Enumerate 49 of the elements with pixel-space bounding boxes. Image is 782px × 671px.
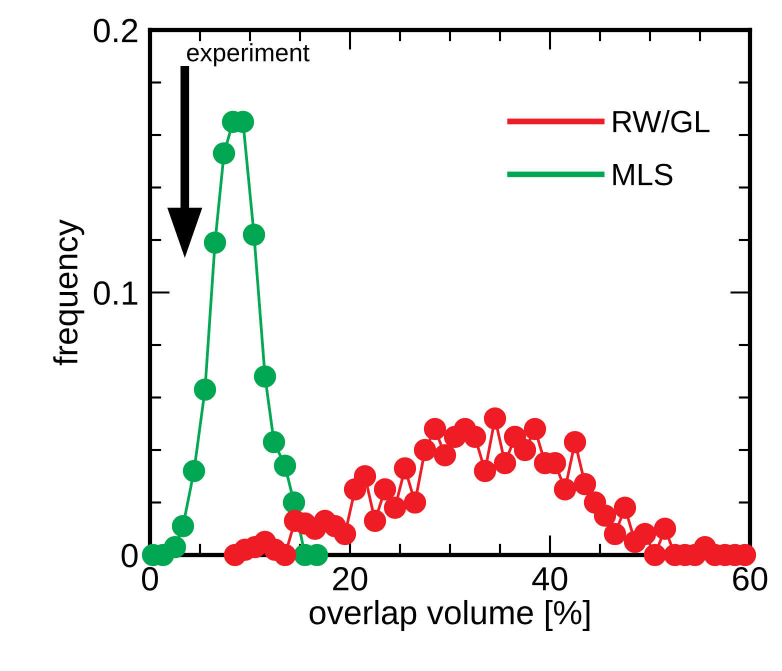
point xyxy=(212,142,236,164)
point xyxy=(564,431,586,454)
legend-label: RW/GL xyxy=(613,110,710,132)
point xyxy=(524,418,546,440)
point xyxy=(484,407,506,430)
point xyxy=(414,438,436,462)
point xyxy=(654,518,676,540)
x-axis-title: overlap volume [%] xyxy=(310,600,590,632)
point xyxy=(604,522,626,546)
point xyxy=(254,365,276,388)
point xyxy=(384,496,406,519)
annotation: experiment xyxy=(187,43,310,66)
point xyxy=(424,418,446,440)
point xyxy=(242,224,266,246)
point xyxy=(334,522,356,546)
point xyxy=(514,438,536,462)
point xyxy=(574,473,596,496)
point xyxy=(274,454,296,477)
point xyxy=(494,452,516,474)
point xyxy=(182,460,206,482)
point xyxy=(554,478,576,500)
y-axis-title: frequency xyxy=(53,219,84,366)
x-tick-label: 60 xyxy=(733,566,768,591)
point xyxy=(204,232,226,254)
point xyxy=(434,444,456,466)
x-tick-label: 20 xyxy=(333,566,368,591)
point xyxy=(464,426,486,448)
x-tick-label: 0 xyxy=(142,566,158,591)
point xyxy=(634,522,656,546)
point xyxy=(354,465,376,488)
y-tick-label: 0 xyxy=(122,544,138,568)
point xyxy=(594,504,616,527)
point xyxy=(364,510,386,532)
point xyxy=(164,536,186,558)
legend-label: MLS xyxy=(613,164,672,186)
point xyxy=(374,478,396,500)
point xyxy=(172,515,194,538)
y-tick-label: 0.2 xyxy=(94,18,138,42)
point xyxy=(394,457,416,480)
point xyxy=(404,491,426,514)
point xyxy=(474,460,496,482)
x-tick-label: 40 xyxy=(532,566,568,591)
point xyxy=(274,544,296,566)
point xyxy=(194,378,216,401)
point xyxy=(282,491,306,514)
point xyxy=(614,496,636,519)
point xyxy=(644,544,666,566)
y-tick-label: 0.1 xyxy=(94,281,138,305)
point xyxy=(262,431,286,454)
